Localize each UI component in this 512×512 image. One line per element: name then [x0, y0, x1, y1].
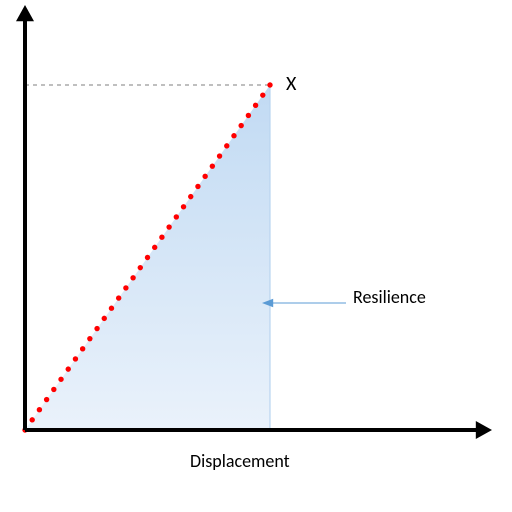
elastic-line-dot	[116, 295, 121, 300]
elastic-line-dot	[166, 224, 171, 229]
elastic-line-dot	[174, 214, 179, 219]
elastic-line-dot	[145, 255, 150, 260]
elastic-line-dot	[138, 265, 143, 270]
elastic-line-dot	[102, 316, 107, 321]
elastic-line-dot	[253, 103, 258, 108]
elastic-line-dot	[87, 336, 92, 341]
elastic-line-dot	[246, 113, 251, 118]
annotation-label: Resilience	[353, 286, 426, 308]
elastic-line-dot	[58, 377, 63, 382]
elastic-line-dot	[217, 153, 222, 158]
elastic-line-dot	[202, 174, 207, 179]
x-axis-label: Displacement	[190, 450, 290, 472]
elastic-line-dot	[109, 306, 114, 311]
elastic-line-dot	[37, 407, 42, 412]
elastic-line-dot	[66, 366, 71, 371]
chart-svg	[0, 0, 512, 512]
x-axis-arrow	[476, 421, 492, 439]
elastic-line-dot	[181, 204, 186, 209]
elastic-line-dot	[94, 326, 99, 331]
elastic-line-dot	[44, 397, 49, 402]
elastic-line-dot	[152, 245, 157, 250]
elastic-line-dot	[267, 82, 272, 87]
y-axis-arrow	[16, 5, 34, 21]
elastic-line-dot	[238, 123, 243, 128]
elastic-line-dot	[30, 417, 35, 422]
elastic-line-dot	[51, 387, 56, 392]
elastic-line-dot	[224, 143, 229, 148]
elastic-line-dot	[123, 285, 128, 290]
elastic-line-dot	[188, 194, 193, 199]
elastic-line-dot	[210, 163, 215, 168]
point-label-x: X	[286, 72, 296, 96]
elastic-line-dot	[260, 92, 265, 97]
elastic-line-dot	[73, 356, 78, 361]
elastic-line-dot	[80, 346, 85, 351]
elastic-line-dot	[231, 133, 236, 138]
resilience-chart: X Resilience Displacement	[0, 0, 512, 512]
elastic-line-dot	[159, 235, 164, 240]
elastic-line-dot	[130, 275, 135, 280]
elastic-line-dot	[195, 184, 200, 189]
